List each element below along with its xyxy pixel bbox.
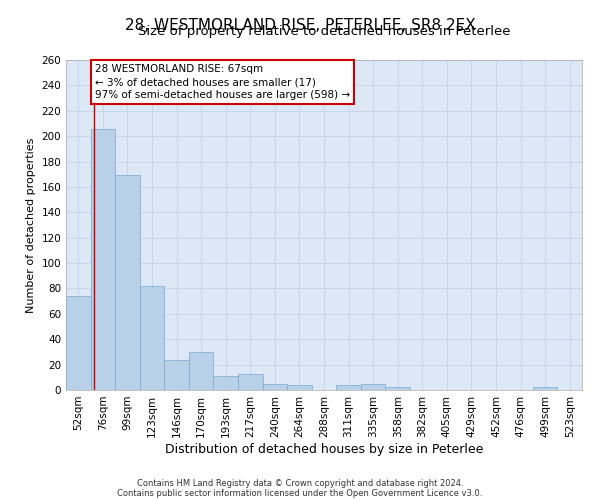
- Bar: [164, 360, 189, 390]
- Bar: [214, 376, 238, 390]
- Bar: [263, 384, 287, 390]
- Bar: [115, 176, 140, 390]
- Bar: [336, 385, 361, 390]
- Title: Size of property relative to detached houses in Peterlee: Size of property relative to detached ho…: [138, 25, 510, 38]
- Bar: [189, 352, 214, 390]
- Y-axis label: Number of detached properties: Number of detached properties: [26, 138, 36, 312]
- Bar: [91, 128, 115, 390]
- Bar: [361, 384, 385, 390]
- Bar: [385, 388, 410, 390]
- Bar: [287, 385, 312, 390]
- Bar: [238, 374, 263, 390]
- Text: Contains HM Land Registry data © Crown copyright and database right 2024.: Contains HM Land Registry data © Crown c…: [137, 478, 463, 488]
- Bar: [140, 286, 164, 390]
- Text: 28 WESTMORLAND RISE: 67sqm
← 3% of detached houses are smaller (17)
97% of semi-: 28 WESTMORLAND RISE: 67sqm ← 3% of detac…: [95, 64, 350, 100]
- Bar: [66, 296, 91, 390]
- Text: Contains public sector information licensed under the Open Government Licence v3: Contains public sector information licen…: [118, 488, 482, 498]
- Text: 28, WESTMORLAND RISE, PETERLEE, SR8 2EX: 28, WESTMORLAND RISE, PETERLEE, SR8 2EX: [125, 18, 475, 32]
- Bar: [533, 388, 557, 390]
- X-axis label: Distribution of detached houses by size in Peterlee: Distribution of detached houses by size …: [165, 442, 483, 456]
